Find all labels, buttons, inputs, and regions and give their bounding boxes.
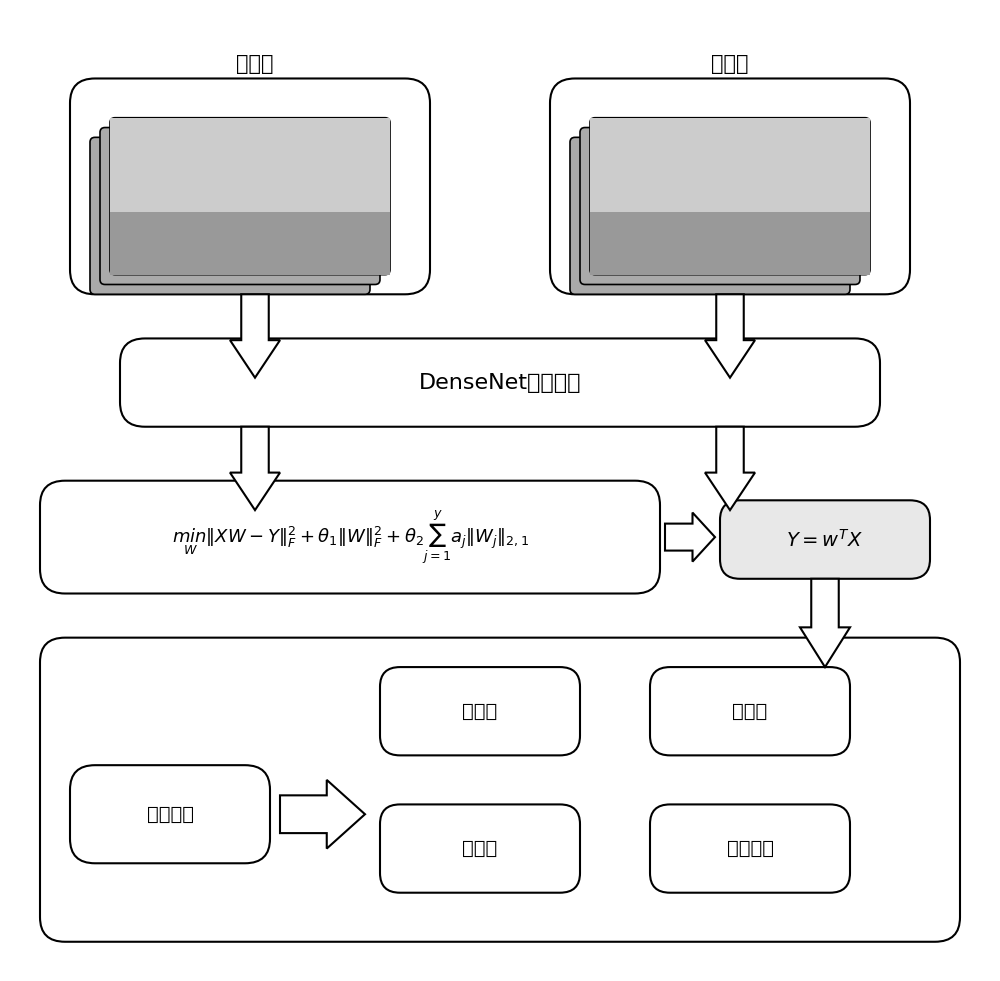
Text: 其它雨型: 其它雨型 xyxy=(726,839,774,858)
FancyBboxPatch shape xyxy=(650,667,850,755)
Polygon shape xyxy=(665,512,715,561)
FancyBboxPatch shape xyxy=(650,804,850,893)
FancyBboxPatch shape xyxy=(550,78,910,294)
FancyBboxPatch shape xyxy=(110,118,390,212)
Text: $\underset{W}{min}\|XW - Y\|_F^2 + \theta_1\|W\|_F^2 + \theta_2\sum_{j=1}^{y} a_: $\underset{W}{min}\|XW - Y\|_F^2 + \thet… xyxy=(172,508,528,566)
Text: 投票算法: 投票算法 xyxy=(146,804,194,824)
FancyBboxPatch shape xyxy=(70,765,270,863)
FancyBboxPatch shape xyxy=(40,638,960,942)
FancyBboxPatch shape xyxy=(380,667,580,755)
Polygon shape xyxy=(705,294,755,378)
FancyBboxPatch shape xyxy=(40,481,660,594)
Polygon shape xyxy=(230,427,280,510)
FancyBboxPatch shape xyxy=(100,128,380,284)
Text: 训练集: 训练集 xyxy=(236,54,274,74)
Polygon shape xyxy=(800,579,850,667)
FancyBboxPatch shape xyxy=(720,500,930,579)
Polygon shape xyxy=(280,780,365,849)
Text: DenseNet特征提取: DenseNet特征提取 xyxy=(419,373,581,392)
FancyBboxPatch shape xyxy=(90,137,370,294)
Text: 测试集: 测试集 xyxy=(711,54,749,74)
FancyBboxPatch shape xyxy=(110,118,390,275)
Polygon shape xyxy=(705,427,755,510)
Text: $Y = w^T X$: $Y = w^T X$ xyxy=(786,529,864,550)
FancyBboxPatch shape xyxy=(590,118,870,275)
FancyBboxPatch shape xyxy=(580,128,860,284)
FancyBboxPatch shape xyxy=(590,212,870,275)
Text: 对流雨: 对流雨 xyxy=(462,701,498,721)
Text: 锋面雨: 锋面雨 xyxy=(462,839,498,858)
FancyBboxPatch shape xyxy=(380,804,580,893)
Text: 地形雨: 地形雨 xyxy=(732,701,768,721)
FancyBboxPatch shape xyxy=(110,212,390,275)
FancyBboxPatch shape xyxy=(70,78,430,294)
FancyBboxPatch shape xyxy=(120,338,880,427)
Polygon shape xyxy=(230,294,280,378)
FancyBboxPatch shape xyxy=(590,118,870,212)
FancyBboxPatch shape xyxy=(570,137,850,294)
